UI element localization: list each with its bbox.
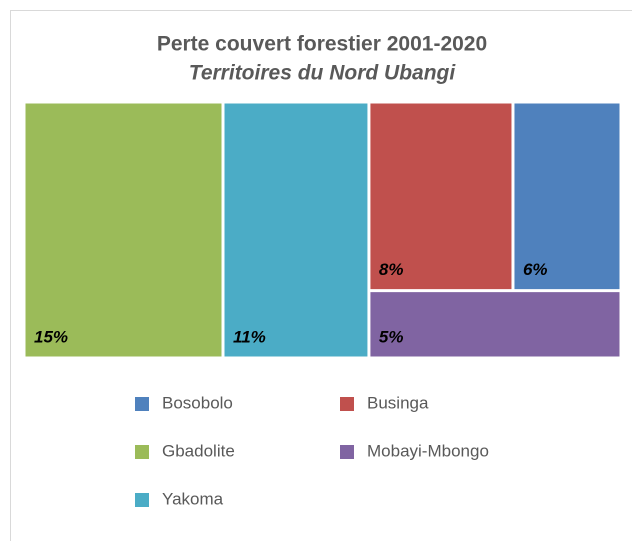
legend-label: Businga [367, 393, 429, 412]
chart-title: Perte couvert forestier 2001-2020 [157, 33, 487, 56]
legend-label: Mobayi-Mbongo [367, 441, 489, 460]
legend-label: Bosobolo [162, 393, 233, 412]
legend-marker [340, 397, 354, 411]
legend-marker [135, 397, 149, 411]
chart-subtitle: Territoires du Nord Ubangi [189, 62, 457, 85]
treemap-cell [370, 292, 620, 357]
treemap-cell [224, 103, 368, 357]
treemap-cell [25, 103, 222, 357]
data-label: 15% [34, 327, 68, 346]
data-label: 5% [379, 327, 404, 346]
data-label: 11% [233, 327, 266, 346]
data-label: 8% [379, 260, 404, 279]
legend-marker [340, 445, 354, 459]
data-label: 6% [523, 260, 548, 279]
legend-label: Yakoma [162, 489, 224, 508]
legend-label: Gbadolite [162, 441, 235, 460]
treemap-cell [370, 103, 512, 290]
legend-marker [135, 493, 149, 507]
legend-marker [135, 445, 149, 459]
treemap-cell [514, 103, 620, 290]
